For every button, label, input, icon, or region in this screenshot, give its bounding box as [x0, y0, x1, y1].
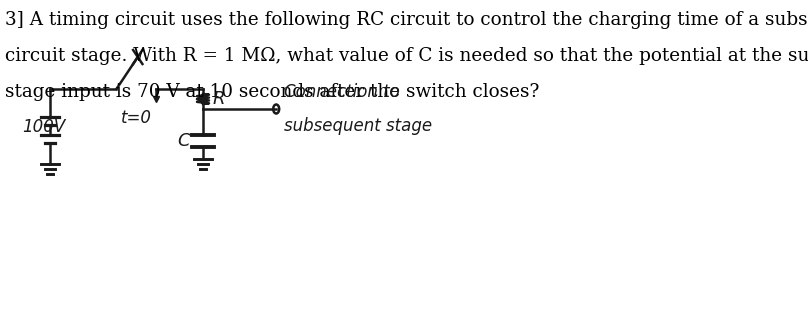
- Text: Connection to: Connection to: [284, 83, 400, 101]
- Text: C: C: [178, 132, 191, 150]
- Text: circuit stage. With R = 1 MΩ, what value of C is needed so that the potential at: circuit stage. With R = 1 MΩ, what value…: [6, 47, 808, 65]
- Text: 3] A timing circuit uses the following RC circuit to control the charging time o: 3] A timing circuit uses the following R…: [6, 11, 808, 29]
- Text: subsequent stage: subsequent stage: [284, 117, 432, 135]
- Text: t=0: t=0: [121, 109, 152, 127]
- Text: 100V: 100V: [22, 118, 65, 136]
- Text: R: R: [213, 90, 225, 108]
- Text: stage input is 70 V at 10 seconds after the switch closes?: stage input is 70 V at 10 seconds after …: [6, 83, 540, 101]
